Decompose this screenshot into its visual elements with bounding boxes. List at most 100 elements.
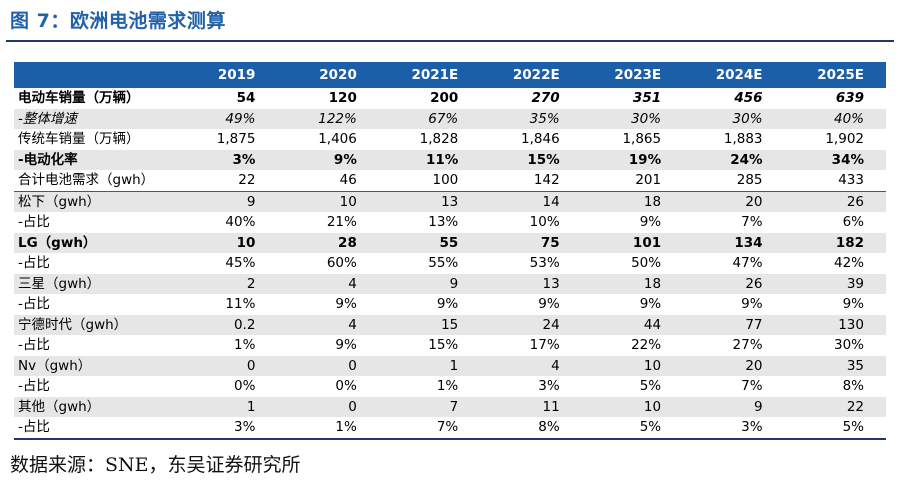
value-cell: 2 <box>176 273 278 294</box>
value-cell: 15% <box>480 149 582 170</box>
row-label-cell: -占比 <box>18 378 50 394</box>
value-cell: 24 <box>480 314 582 335</box>
row-label-cell: LG（gwh） <box>14 232 176 253</box>
battery-demand-table-wrapper: 2019 2020 2021E 2022E 2023E 2024E 2025E … <box>14 62 886 440</box>
value-cell: 9 <box>176 190 278 212</box>
header-cell-year: 2020 <box>277 62 379 88</box>
value-cell: 9% <box>842 296 864 312</box>
value-cell: 42% <box>833 255 864 271</box>
value-cell: 45% <box>225 255 256 271</box>
title-divider <box>6 40 894 42</box>
row-label-cell: 松下（gwh） <box>14 190 176 212</box>
value-cell: 22 <box>238 172 256 188</box>
value-cell: 8% <box>842 378 864 394</box>
value-cell: 47% <box>732 255 763 271</box>
header-cell-year: 2019 <box>176 62 278 88</box>
value-cell: 8% <box>480 417 582 440</box>
row-label-cell: Nv（gwh） <box>14 355 176 376</box>
value-cell: 7% <box>378 417 481 440</box>
value-cell: 9% <box>335 296 357 312</box>
value-cell: 1,865 <box>622 131 662 147</box>
value-cell: 9% <box>639 296 662 312</box>
value-cell: 75 <box>480 232 582 253</box>
value-cell: 120 <box>328 90 357 106</box>
value-cell: 55 <box>378 232 481 253</box>
value-cell: 27% <box>732 337 763 353</box>
value-cell: 9% <box>277 149 379 170</box>
value-cell: 35 <box>784 355 886 376</box>
value-cell: 24% <box>683 149 785 170</box>
value-cell: 18 <box>581 190 684 212</box>
value-cell: 134 <box>683 232 785 253</box>
header-cell-year: 2025E <box>784 62 886 88</box>
value-cell: 433 <box>838 172 864 188</box>
value-cell: 11% <box>378 149 481 170</box>
value-cell: 40% <box>784 108 886 129</box>
value-cell: 18 <box>581 273 684 294</box>
value-cell: 1 <box>378 355 481 376</box>
table-row: LG（gwh） 10 28 55 75 101 134 182 <box>14 232 886 253</box>
value-cell: 6% <box>842 214 864 230</box>
value-cell: 30% <box>683 108 785 129</box>
value-cell: 67% <box>378 108 481 129</box>
table-row: 三星（gwh） 2 4 9 13 18 26 39 <box>14 273 886 294</box>
table-body: 电动车销量（万辆） 54 120 200 270 351 456 639 -整体增速 49% 122… <box>14 88 886 440</box>
table-row: -整体增速 49% 122% 67% 35% 30% 30% 40% <box>14 108 886 129</box>
value-cell: 1% <box>277 417 379 440</box>
value-cell: 0 <box>277 396 379 417</box>
header-cell-year: 2023E <box>581 62 684 88</box>
table-row: 其他（gwh） 1 0 7 11 10 9 22 <box>14 396 886 417</box>
value-cell: 9% <box>538 296 560 312</box>
header-cell-label <box>14 62 176 88</box>
value-cell: 49% <box>176 108 278 129</box>
table-header-row: 2019 2020 2021E 2022E 2023E 2024E 2025E <box>14 62 886 88</box>
value-cell: 13 <box>378 190 481 212</box>
battery-demand-table: 2019 2020 2021E 2022E 2023E 2024E 2025E … <box>14 62 886 440</box>
value-cell: 201 <box>635 172 662 188</box>
value-cell: 30% <box>833 337 864 353</box>
value-cell: 9 <box>378 273 481 294</box>
value-cell: 101 <box>581 232 684 253</box>
value-cell: 77 <box>683 314 785 335</box>
value-cell: 1,902 <box>825 131 864 147</box>
table-row: 松下（gwh） 9 10 13 14 18 20 26 <box>14 190 886 212</box>
value-cell: 10 <box>176 232 278 253</box>
table-row: -占比 1% 9% 15% 17% 22% 27% 30% <box>14 335 886 356</box>
value-cell: 4 <box>480 355 582 376</box>
value-cell: 22 <box>784 396 886 417</box>
value-cell: 15% <box>428 337 459 353</box>
row-label-cell: -占比 <box>18 337 50 353</box>
value-cell: 639 <box>835 90 864 106</box>
row-label-cell: -占比 <box>18 214 50 230</box>
value-cell: 19% <box>581 149 684 170</box>
value-cell: 0 <box>277 355 379 376</box>
value-cell: 5% <box>581 417 684 440</box>
value-cell: 40% <box>225 214 256 230</box>
value-cell: 14 <box>480 190 582 212</box>
value-cell: 456 <box>734 90 763 106</box>
value-cell: 17% <box>529 337 560 353</box>
value-cell: 142 <box>533 172 560 188</box>
table-row: -占比 0% 0% 1% 3% 5% 7% 8% <box>14 376 886 397</box>
row-label-cell: 传统车销量（万辆） <box>18 131 140 147</box>
value-cell: 1,406 <box>318 131 357 147</box>
value-cell: 1,883 <box>723 131 763 147</box>
value-cell: 3% <box>176 149 278 170</box>
row-label-cell: -占比 <box>18 255 50 271</box>
value-cell: 15 <box>378 314 481 335</box>
value-cell: 11% <box>225 296 256 312</box>
value-cell: 20 <box>683 355 785 376</box>
value-cell: 1,846 <box>521 131 560 147</box>
row-label-cell: -电动化率 <box>14 149 176 170</box>
value-cell: 11 <box>480 396 582 417</box>
row-label-cell: 三星（gwh） <box>14 273 176 294</box>
value-cell: 9% <box>639 214 662 230</box>
value-cell: 21% <box>326 214 357 230</box>
value-cell: 55% <box>428 255 459 271</box>
value-cell: 3% <box>538 378 560 394</box>
value-cell: 3% <box>176 417 278 440</box>
value-cell: 10% <box>529 214 560 230</box>
row-label-cell: -整体增速 <box>14 108 176 129</box>
row-label-cell: 其他（gwh） <box>14 396 176 417</box>
value-cell: 7% <box>741 378 763 394</box>
